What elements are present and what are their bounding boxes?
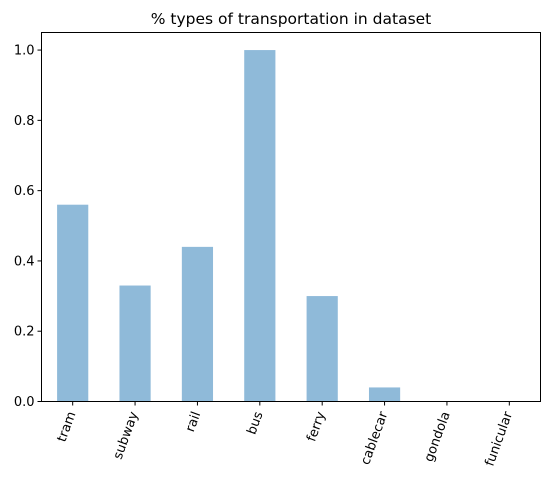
- bar-rail: [181, 246, 214, 402]
- x-tick-label-subway: subway: [111, 409, 142, 461]
- x-axis: tram subway rail bus ferry cablecar gondola fun…: [55, 401, 516, 468]
- bar-ferry: [306, 296, 338, 402]
- chart-title: % types of transportation in dataset: [151, 10, 432, 28]
- x-tick-label-ferry: ferry: [304, 409, 329, 443]
- x-tick-label-funicular: funicular: [482, 409, 516, 468]
- y-tick-label: 0.8: [14, 114, 35, 129]
- bar-subway: [119, 285, 151, 402]
- bar-tram: [57, 204, 89, 402]
- x-tick-label-cablecar: cablecar: [358, 409, 391, 467]
- bar-bus: [244, 50, 276, 402]
- x-tick-label-gondola: gondola: [422, 410, 454, 464]
- bars-layer: [57, 50, 401, 402]
- y-tick-label: 0.6: [14, 184, 35, 199]
- y-tick-label: 1.0: [14, 44, 35, 59]
- x-tick-label-bus: bus: [245, 410, 267, 437]
- y-tick-label: 0.0: [14, 395, 35, 410]
- x-tick-label-rail: rail: [183, 410, 204, 434]
- plot-frame: [41, 32, 541, 402]
- x-tick-label-tram: tram: [55, 410, 80, 444]
- y-axis: 0.0 0.2 0.4 0.6 0.8 1.0: [14, 44, 42, 410]
- y-tick-label: 0.2: [14, 325, 35, 340]
- y-tick-label: 0.4: [14, 254, 35, 269]
- bar-cablecar: [368, 387, 401, 402]
